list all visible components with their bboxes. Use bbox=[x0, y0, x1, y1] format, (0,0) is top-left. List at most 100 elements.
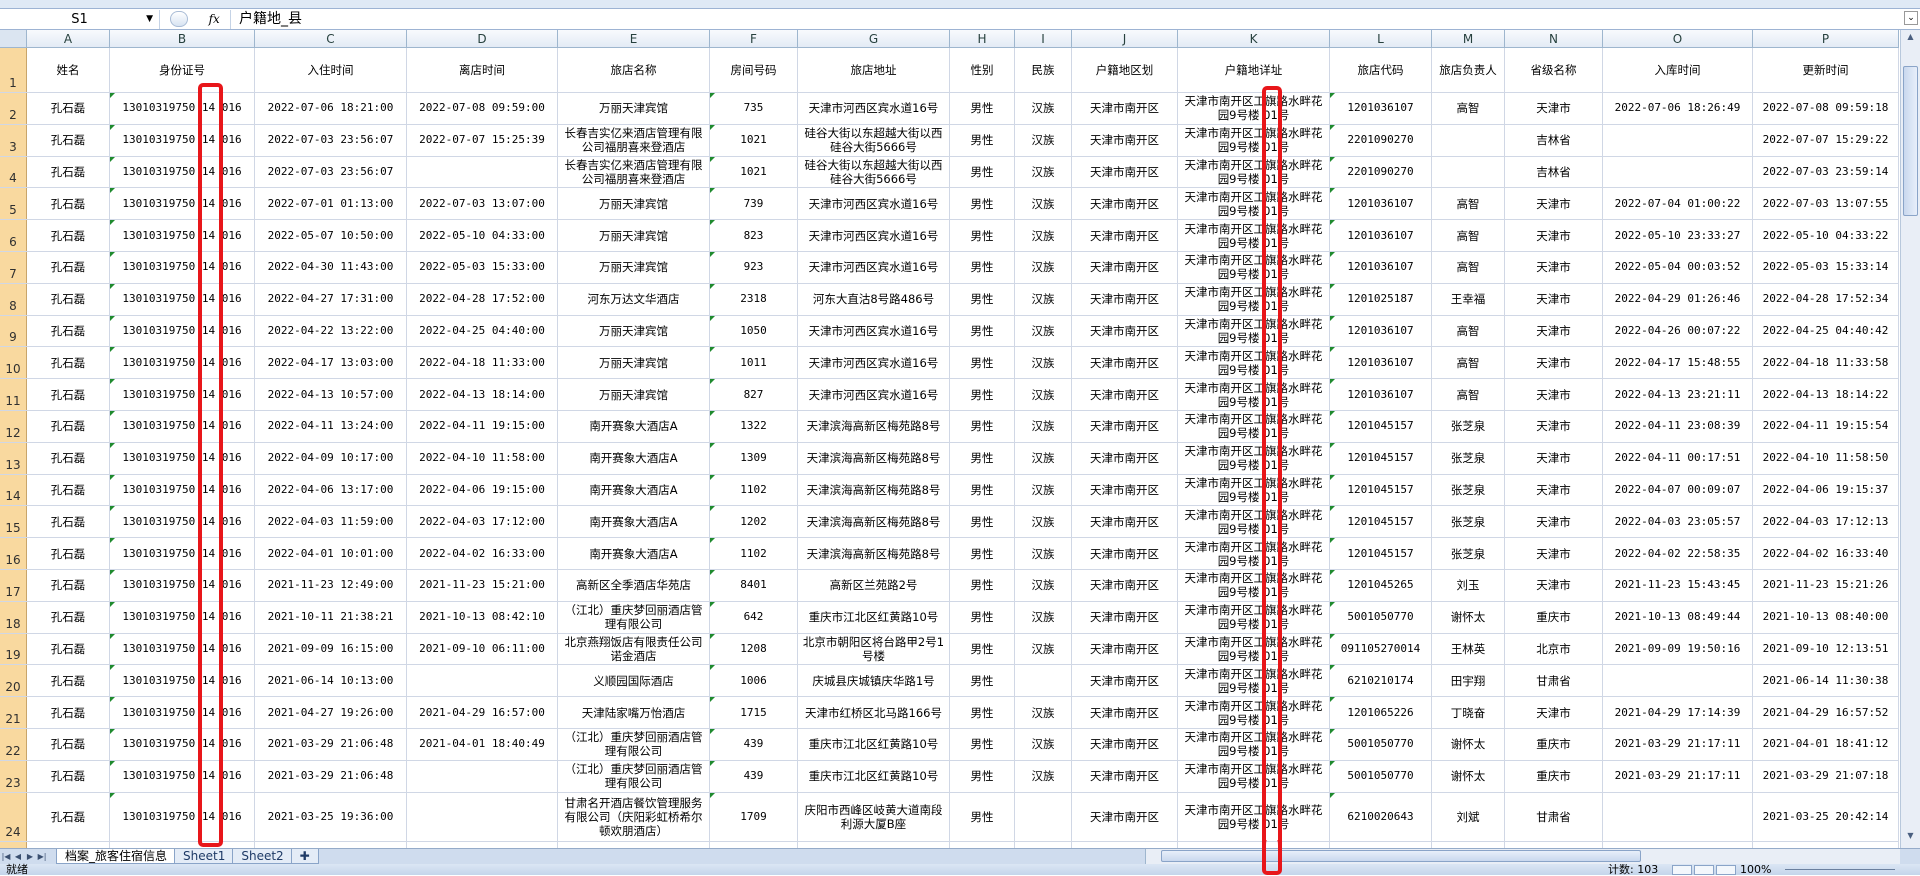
cell[interactable]: 923 bbox=[710, 251, 798, 283]
cell[interactable]: （江北）重庆梦回丽酒店管理有限公司 bbox=[558, 601, 710, 633]
cell[interactable]: 2021-11-23 15:21:00 bbox=[407, 569, 558, 601]
formula-input[interactable]: 户籍地_县 bbox=[230, 9, 1920, 29]
cell[interactable]: 2021-06-14 10:13:00 bbox=[255, 665, 407, 697]
cell[interactable]: 天津市南开区 bbox=[1072, 347, 1178, 379]
cell[interactable]: 万丽天津宾馆 bbox=[558, 379, 710, 410]
cell[interactable]: 439 bbox=[710, 728, 798, 760]
cell[interactable]: 2021-04-29 16:57:52 bbox=[1753, 697, 1899, 728]
scroll-up-icon[interactable]: ▲ bbox=[1907, 32, 1914, 41]
cell[interactable]: 孔石磊 bbox=[27, 251, 110, 283]
cell[interactable]: 张芝泉 bbox=[1432, 410, 1505, 442]
cell[interactable]: 1011 bbox=[710, 347, 798, 379]
cell[interactable]: 谢怀太 bbox=[1432, 601, 1505, 633]
cell[interactable]: 天津市南开区工旗路水畔花园9号楼 01号 bbox=[1178, 315, 1330, 347]
cell[interactable]: 南开赛象大酒店A bbox=[558, 538, 710, 569]
cell[interactable]: 2022-04-13 23:21:11 bbox=[1603, 379, 1753, 410]
cell[interactable]: 万丽天津宾馆 bbox=[558, 315, 710, 347]
cell[interactable]: 高智 bbox=[1432, 315, 1505, 347]
cell[interactable]: 天津市 bbox=[1505, 538, 1603, 569]
formula-bar-handle-icon[interactable] bbox=[170, 11, 189, 27]
cell[interactable]: 天津市红桥区北马路166号 bbox=[798, 697, 950, 728]
cell[interactable]: （江北）重庆梦回丽酒店管理有限公司 bbox=[558, 760, 710, 792]
row-header[interactable]: 14 bbox=[0, 474, 27, 506]
cell[interactable]: 天津市南开区 bbox=[1072, 283, 1178, 315]
cell[interactable]: 天津市南开区 bbox=[1072, 665, 1178, 697]
cell[interactable]: 天津市 bbox=[1505, 697, 1603, 728]
cell[interactable]: 1201045157 bbox=[1330, 474, 1432, 506]
cell[interactable]: 1201045265 bbox=[1330, 569, 1432, 601]
cell[interactable]: 2022-07-07 15:25:39 bbox=[407, 124, 558, 156]
cell[interactable]: 孔石磊 bbox=[27, 665, 110, 697]
cell[interactable]: 2022-05-04 00:03:52 bbox=[1603, 251, 1753, 283]
row-header[interactable]: 8 bbox=[0, 283, 27, 315]
cell[interactable]: 13010319750 14 016 bbox=[110, 283, 255, 315]
cell[interactable]: 高智 bbox=[1432, 93, 1505, 124]
cell[interactable]: 汉族 bbox=[1015, 283, 1072, 315]
cell[interactable]: 2318 bbox=[710, 283, 798, 315]
cell[interactable]: 天津市南开区 bbox=[1072, 188, 1178, 220]
cell[interactable]: 天津市南开区工旗路水畔花园9号楼 01号 bbox=[1178, 410, 1330, 442]
cell[interactable]: 2022-04-29 01:26:46 bbox=[1603, 283, 1753, 315]
cell[interactable]: 孔石磊 bbox=[27, 188, 110, 220]
cell[interactable]: （江北）重庆梦回丽酒店管理有限公司 bbox=[558, 728, 710, 760]
cell[interactable]: 男性 bbox=[950, 697, 1015, 728]
cell[interactable]: 2021-04-01 18:40:49 bbox=[407, 728, 558, 760]
cell[interactable]: 天津市 bbox=[1505, 220, 1603, 251]
cell[interactable]: 2021-09-09 19:50:16 bbox=[1603, 633, 1753, 665]
cell[interactable]: 2022-07-03 23:56:07 bbox=[255, 124, 407, 156]
cell[interactable]: 2021-11-23 12:49:00 bbox=[255, 569, 407, 601]
cell[interactable]: 2022-07-03 13:07:00 bbox=[407, 188, 558, 220]
cell[interactable]: 2022-04-28 17:52:00 bbox=[407, 283, 558, 315]
column-header-J[interactable]: J bbox=[1072, 30, 1178, 47]
cell[interactable]: 1715 bbox=[710, 697, 798, 728]
column-header-B[interactable]: B bbox=[110, 30, 255, 47]
cell[interactable]: 天津滨海高新区梅苑路8号 bbox=[798, 410, 950, 442]
cell[interactable]: 男性 bbox=[950, 474, 1015, 506]
cell[interactable]: 汉族 bbox=[1015, 410, 1072, 442]
cell[interactable]: 汉族 bbox=[1015, 251, 1072, 283]
cell[interactable]: 2022-05-10 23:33:27 bbox=[1603, 220, 1753, 251]
cell[interactable]: 13010319750 14 016 bbox=[110, 251, 255, 283]
cell[interactable]: 1050 bbox=[710, 315, 798, 347]
column-header-E[interactable]: E bbox=[558, 30, 710, 47]
cell[interactable]: 2021-09-10 12:13:51 bbox=[1753, 633, 1899, 665]
cell[interactable]: 天津市南开区 bbox=[1072, 156, 1178, 188]
cell[interactable]: 天津市南开区 bbox=[1072, 569, 1178, 601]
row-header[interactable]: 6 bbox=[0, 220, 27, 251]
header-cell[interactable]: 旅店代码 bbox=[1330, 48, 1432, 92]
cell[interactable]: 2022-04-02 22:58:35 bbox=[1603, 538, 1753, 569]
cell[interactable]: 2022-04-02 16:33:00 bbox=[407, 538, 558, 569]
cell[interactable]: 刘斌 bbox=[1432, 792, 1505, 841]
cell[interactable]: 1201025187 bbox=[1330, 283, 1432, 315]
cell[interactable]: 2022-07-03 23:59:14 bbox=[1753, 156, 1899, 188]
cell[interactable]: 天津市南开区工旗路水畔花园9号楼 01号 bbox=[1178, 156, 1330, 188]
cell[interactable]: 谢怀太 bbox=[1432, 728, 1505, 760]
cell[interactable]: 1102 bbox=[710, 474, 798, 506]
row-header[interactable]: 4 bbox=[0, 156, 27, 188]
row-header[interactable]: 20 bbox=[0, 665, 27, 697]
cell[interactable] bbox=[110, 841, 255, 848]
cell[interactable]: 1201045157 bbox=[1330, 442, 1432, 474]
cell[interactable]: 重庆市 bbox=[1505, 601, 1603, 633]
cell[interactable]: 甘肃省 bbox=[1505, 792, 1603, 841]
header-cell[interactable]: 民族 bbox=[1015, 48, 1072, 92]
cell[interactable]: 男性 bbox=[950, 665, 1015, 697]
cell[interactable] bbox=[710, 841, 798, 848]
cell[interactable]: 男性 bbox=[950, 379, 1015, 410]
cell[interactable]: 高新区全季酒店华苑店 bbox=[558, 569, 710, 601]
cell[interactable]: 天津市南开区工旗路水畔花园9号楼 01号 bbox=[1178, 665, 1330, 697]
cell[interactable]: 天津市 bbox=[1505, 410, 1603, 442]
cell[interactable]: 天津市南开区工旗路水畔花园9号楼 01号 bbox=[1178, 188, 1330, 220]
cell[interactable]: 1201036107 bbox=[1330, 188, 1432, 220]
cell[interactable]: 2022-04-03 17:12:13 bbox=[1753, 506, 1899, 538]
cell[interactable]: 万丽天津宾馆 bbox=[558, 188, 710, 220]
cell[interactable] bbox=[1603, 841, 1753, 848]
cell[interactable]: 天津市 bbox=[1505, 347, 1603, 379]
cell[interactable]: 高智 bbox=[1432, 220, 1505, 251]
page-layout-view-icon[interactable] bbox=[1694, 864, 1714, 875]
vertical-scroll-thumb[interactable] bbox=[1903, 66, 1918, 216]
cell[interactable]: 1201045157 bbox=[1330, 410, 1432, 442]
cell[interactable]: 13010319750 14 016 bbox=[110, 506, 255, 538]
cell[interactable]: 2022-04-02 16:33:40 bbox=[1753, 538, 1899, 569]
cell[interactable]: 1201045157 bbox=[1330, 506, 1432, 538]
